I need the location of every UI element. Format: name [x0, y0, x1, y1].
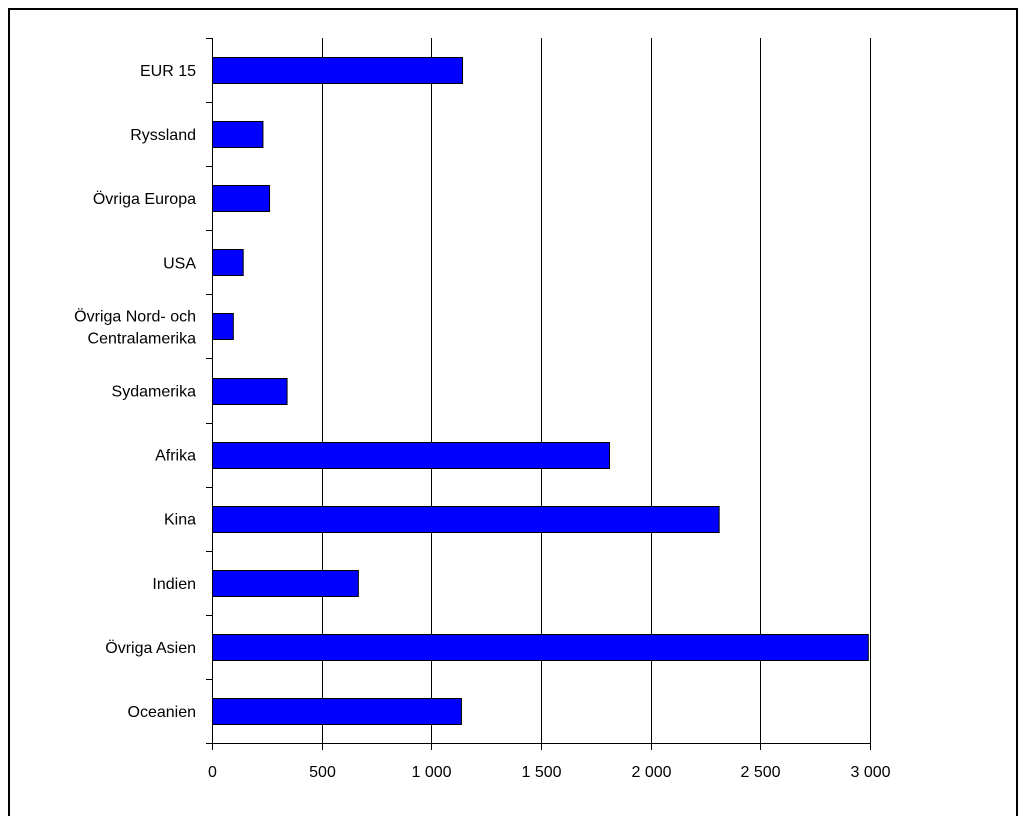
gridlines — [322, 38, 871, 743]
axes — [206, 38, 871, 750]
bar — [212, 313, 234, 340]
category-label: Kina — [164, 512, 196, 529]
category-label: Indien — [152, 576, 196, 593]
bar — [212, 570, 359, 597]
x-tick-label: 2 500 — [740, 764, 780, 781]
bar — [212, 57, 464, 84]
category-label: Övriga Asien — [105, 639, 196, 657]
category-label: Övriga Nord- och — [74, 307, 196, 325]
bar — [212, 634, 869, 661]
category-label: Oceanien — [128, 704, 197, 721]
x-tick-label: 0 — [208, 764, 217, 781]
x-tick-label: 2 000 — [631, 764, 671, 781]
category-label: Övriga Europa — [93, 190, 196, 208]
bar — [212, 442, 610, 469]
category-label: Ryssland — [130, 127, 196, 144]
bars — [212, 57, 869, 725]
category-label: EUR 15 — [140, 63, 196, 80]
category-label: Centralamerika — [88, 330, 197, 347]
chart-frame — [8, 8, 1018, 816]
bar — [212, 249, 244, 276]
x-tick-label: 1 000 — [411, 764, 451, 781]
x-tick-label: 3 000 — [850, 764, 890, 781]
x-tick-label: 1 500 — [521, 764, 561, 781]
bar — [212, 378, 288, 405]
category-label: Afrika — [155, 448, 196, 465]
x-tick-label: 500 — [309, 764, 336, 781]
labels: 0 500 1 000 1 500 2 000 2 500 3 000 EUR 15 Ryssl… — [74, 63, 890, 781]
category-label: USA — [163, 255, 196, 272]
bar — [212, 121, 264, 148]
category-label: Sydamerika — [112, 384, 197, 401]
bar — [212, 698, 462, 725]
bar — [212, 185, 271, 212]
bar — [212, 506, 720, 533]
